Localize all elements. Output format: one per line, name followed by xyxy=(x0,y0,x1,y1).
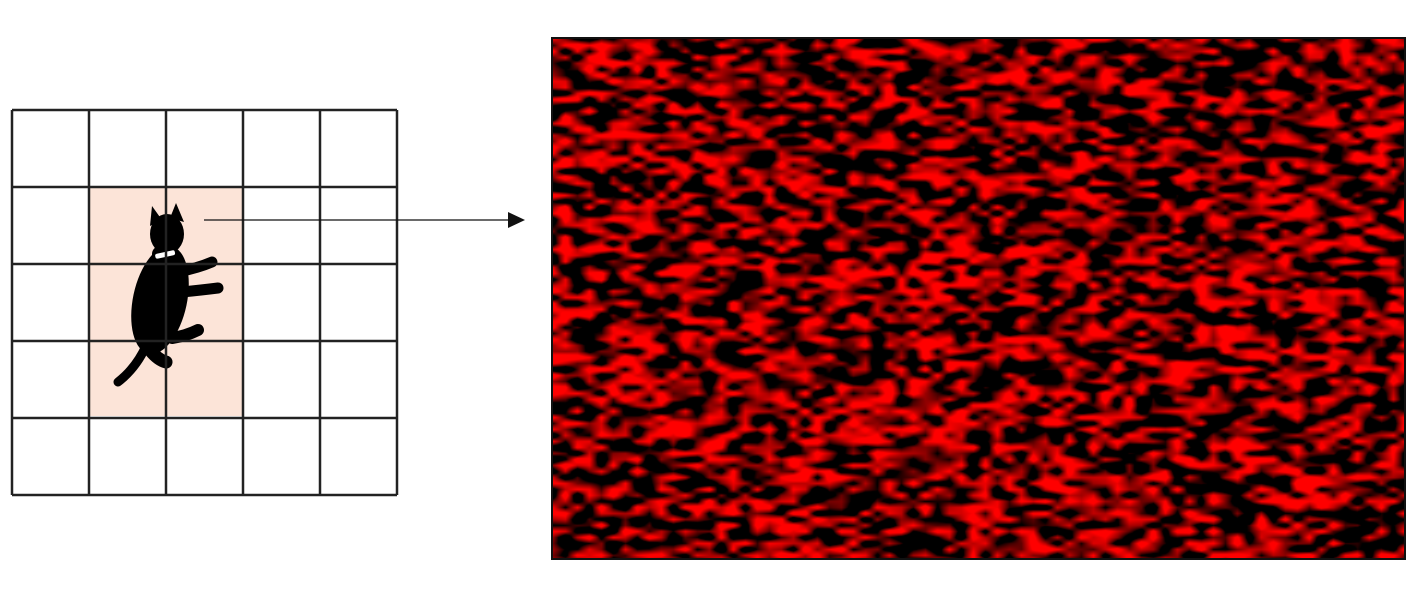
cat-icon xyxy=(113,203,224,387)
feature-map-heatmap xyxy=(551,37,1406,560)
input-image-grid xyxy=(10,108,525,497)
arrow-right-icon xyxy=(204,212,525,228)
grid-lines xyxy=(10,108,399,497)
